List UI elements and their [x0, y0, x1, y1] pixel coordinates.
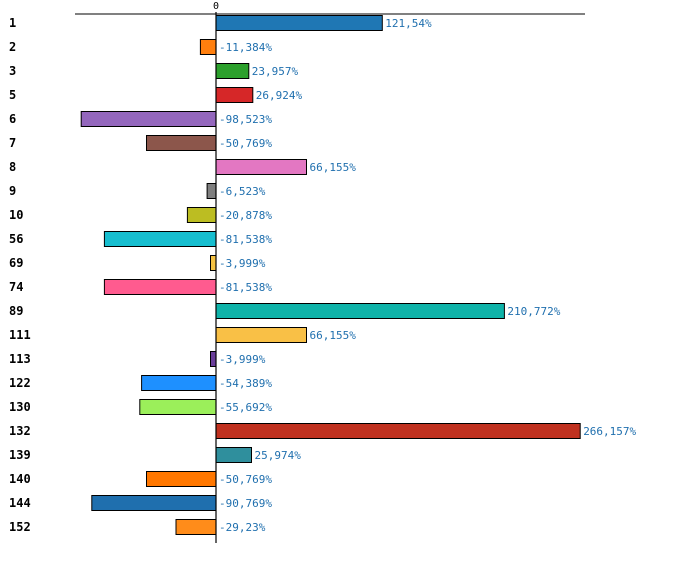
value-label-111: 66,155% — [310, 329, 357, 342]
category-label-89: 89 — [9, 304, 23, 318]
bar-122 — [141, 375, 217, 391]
category-label-69: 69 — [9, 256, 23, 270]
value-label-1: 121,54% — [385, 17, 432, 30]
category-label-122: 122 — [9, 376, 31, 390]
category-label-3: 3 — [9, 64, 16, 78]
bar-144 — [91, 495, 217, 511]
value-label-56: -81,538% — [219, 233, 272, 246]
category-label-8: 8 — [9, 160, 16, 174]
value-label-140: -50,769% — [219, 473, 272, 486]
category-label-56: 56 — [9, 232, 23, 246]
category-label-144: 144 — [9, 496, 31, 510]
value-label-132: 266,157% — [583, 425, 636, 438]
category-label-111: 111 — [9, 328, 31, 342]
bar-5 — [215, 87, 254, 103]
value-label-6: -98,523% — [219, 113, 272, 126]
bar-9 — [206, 183, 217, 199]
bar-140 — [146, 471, 217, 487]
bar-10 — [186, 207, 217, 223]
bar-74 — [103, 279, 217, 295]
bar-89 — [215, 303, 505, 319]
category-label-7: 7 — [9, 136, 16, 150]
value-label-139: 25,974% — [255, 449, 302, 462]
value-label-2: -11,384% — [219, 41, 272, 54]
bar-8 — [215, 159, 307, 175]
bar-111 — [215, 327, 307, 343]
bar-7 — [146, 135, 217, 151]
value-label-3: 23,957% — [252, 65, 299, 78]
category-label-139: 139 — [9, 448, 31, 462]
bar-2 — [199, 39, 217, 55]
bar-139 — [215, 447, 252, 463]
value-label-9: -6,523% — [219, 185, 266, 198]
value-label-74: -81,538% — [219, 281, 272, 294]
bar-3 — [215, 63, 250, 79]
value-label-69: -3,999% — [219, 257, 266, 270]
category-label-6: 6 — [9, 112, 16, 126]
bar-56 — [103, 231, 217, 247]
bar-152 — [175, 519, 217, 535]
value-label-5: 26,924% — [256, 89, 303, 102]
bar-113 — [210, 351, 217, 367]
value-label-152: -29,23% — [219, 521, 266, 534]
bar-69 — [210, 255, 217, 271]
value-label-144: -90,769% — [219, 497, 272, 510]
value-label-113: -3,999% — [219, 353, 266, 366]
category-label-2: 2 — [9, 40, 16, 54]
bar-1 — [215, 15, 383, 31]
value-label-7: -50,769% — [219, 137, 272, 150]
category-label-1: 1 — [9, 16, 16, 30]
value-label-122: -54,389% — [219, 377, 272, 390]
category-label-132: 132 — [9, 424, 31, 438]
category-label-113: 113 — [9, 352, 31, 366]
category-label-130: 130 — [9, 400, 31, 414]
category-label-5: 5 — [9, 88, 16, 102]
bar-130 — [139, 399, 217, 415]
category-label-10: 10 — [9, 208, 23, 222]
bar-6 — [80, 111, 217, 127]
value-label-10: -20,878% — [219, 209, 272, 222]
category-label-74: 74 — [9, 280, 23, 294]
value-label-130: -55,692% — [219, 401, 272, 414]
bar-132 — [215, 423, 581, 439]
value-label-89: 210,772% — [507, 305, 560, 318]
category-label-152: 152 — [9, 520, 31, 534]
zero-tick-label: 0 — [213, 1, 219, 12]
value-label-8: 66,155% — [310, 161, 357, 174]
category-label-9: 9 — [9, 184, 16, 198]
category-label-140: 140 — [9, 472, 31, 486]
